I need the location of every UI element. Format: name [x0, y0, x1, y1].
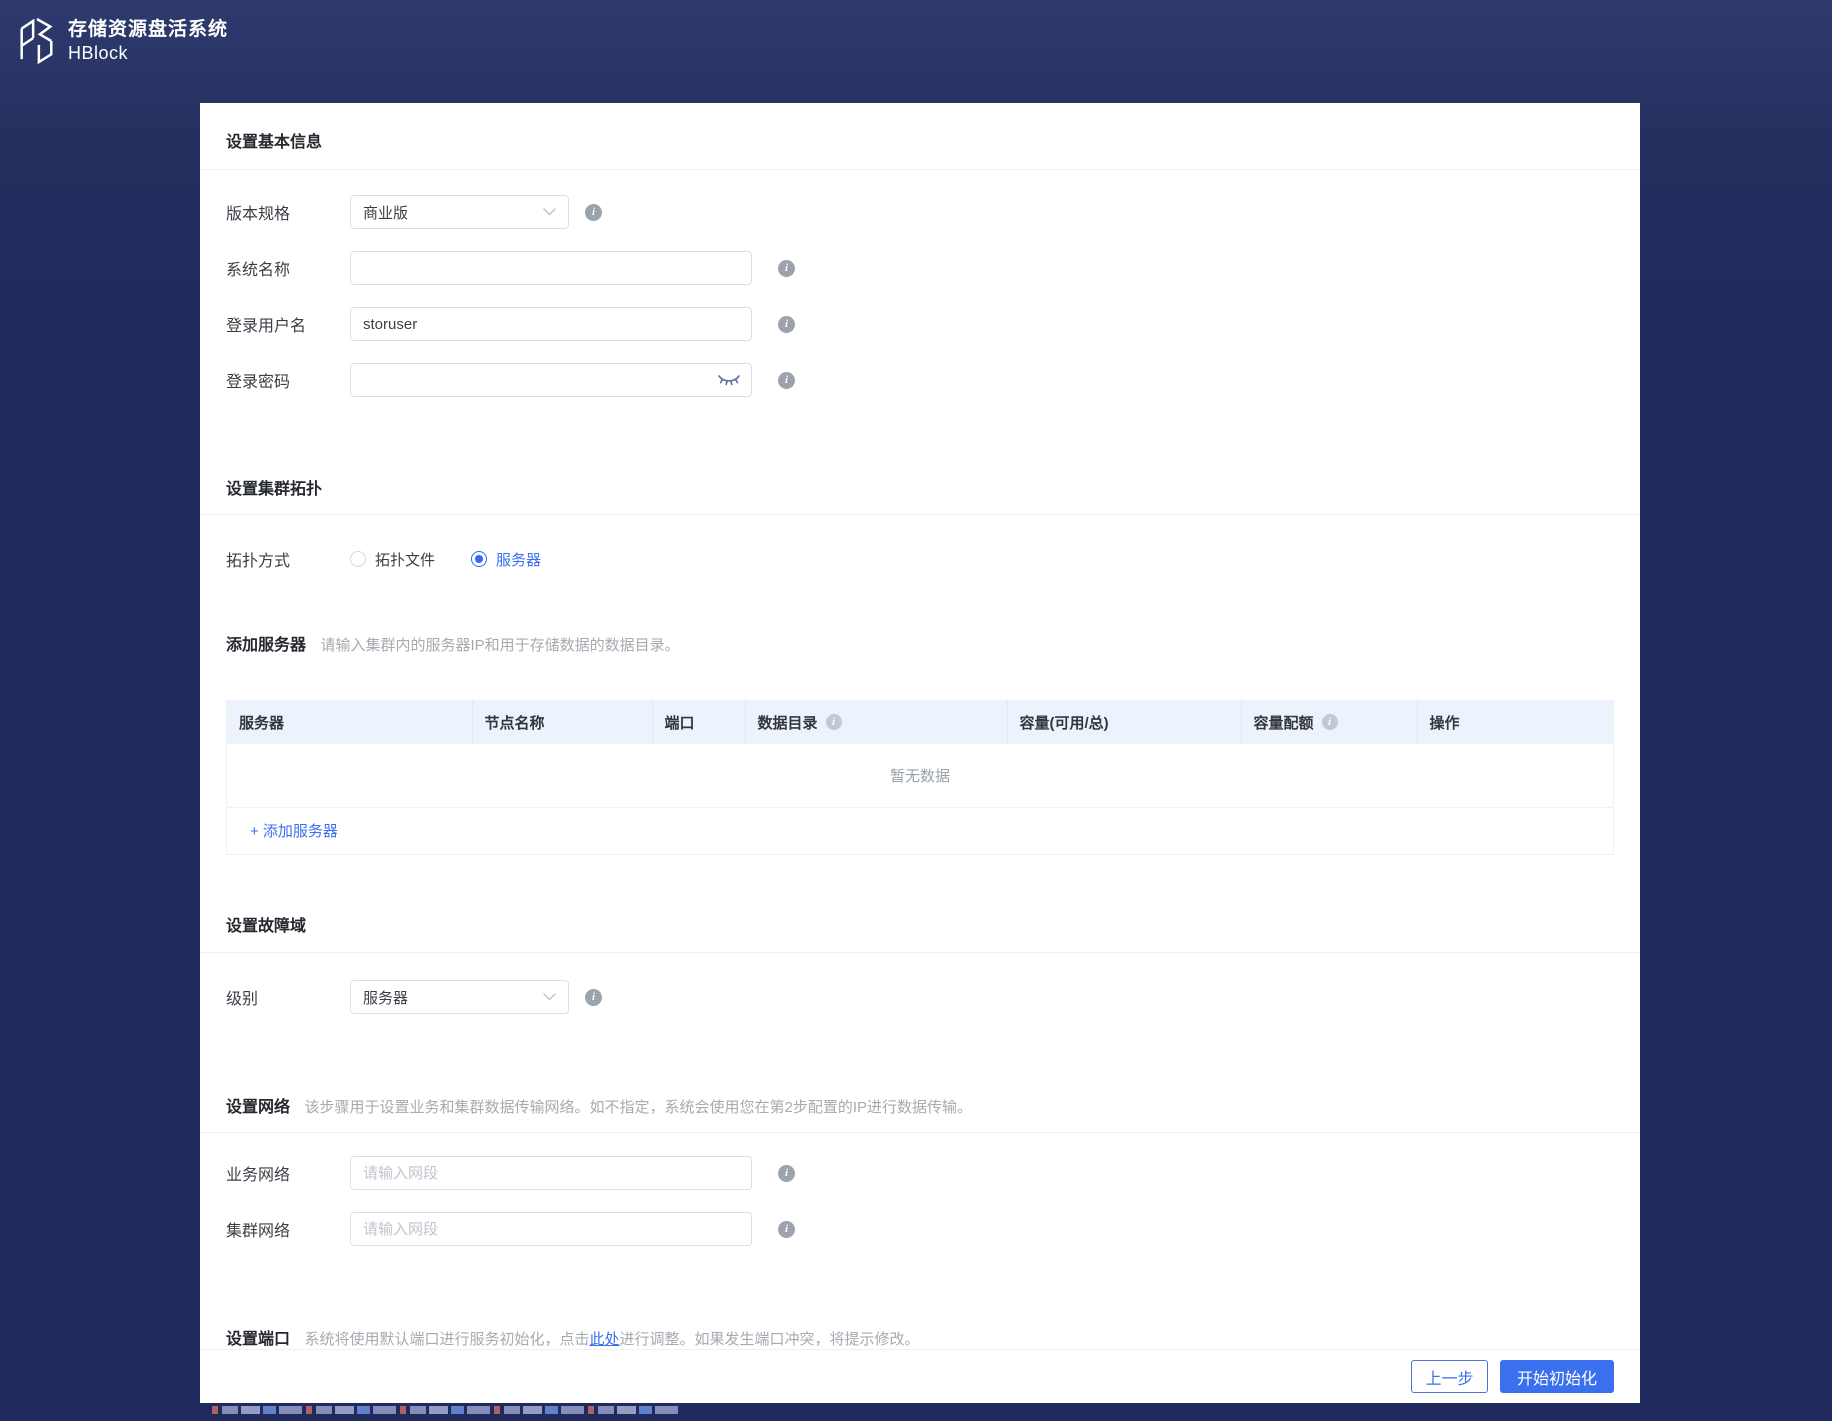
topology-method-radio-group: 拓扑文件 服务器 — [350, 549, 577, 570]
section-title-topology: 设置集群拓扑 — [226, 481, 323, 498]
radio-icon — [350, 551, 366, 567]
radio-topology-file-label: 拓扑文件 — [375, 551, 436, 569]
col-data-dir: 数据目录 i — [744, 700, 1007, 744]
setup-form-card: 设置基本信息 版本规格 商业版 i 系统名称 i 登录用户名 i 登录密码 — [200, 103, 1640, 1403]
version-spec-value: 商业版 — [363, 204, 409, 222]
row-login-username: 登录用户名 i — [226, 307, 1640, 341]
topology-method-label: 拓扑方式 — [226, 553, 291, 570]
row-system-name: 系统名称 i — [226, 251, 1640, 285]
app-title: 存储资源盘活系统 — [68, 19, 229, 40]
info-icon[interactable]: i — [585, 988, 602, 1006]
cluster-network-input[interactable] — [350, 1212, 752, 1246]
login-password-input[interactable] — [350, 363, 752, 397]
add-server-hint: 请输入集群内的服务器IP和用于存储数据的数据目录。 — [320, 637, 680, 654]
info-icon[interactable]: i — [778, 315, 795, 333]
info-icon[interactable]: i — [585, 203, 602, 221]
radio-selected-icon — [471, 551, 488, 567]
server-table-header-row: 服务器 节点名称 端口 数据目录 i 容量(可用/总) 容量配额 i 操作 — [227, 700, 1613, 744]
version-spec-select[interactable]: 商业版 — [350, 195, 569, 229]
login-username-input[interactable] — [350, 307, 752, 341]
app-header: 存储资源盘活系统 HBlock — [0, 0, 1832, 96]
row-login-password: 登录密码 i — [226, 363, 1640, 397]
col-node-name: 节点名称 — [471, 700, 652, 744]
ports-hint: 系统将使用默认端口进行服务初始化，点击此处进行调整。如果发生端口冲突，将提示修改… — [304, 1331, 920, 1348]
radio-server[interactable]: 服务器 — [471, 549, 541, 570]
info-icon[interactable]: i — [778, 371, 795, 389]
adjust-ports-link[interactable]: 此处 — [589, 1331, 620, 1348]
login-username-label: 登录用户名 — [226, 318, 307, 335]
business-network-label: 业务网络 — [226, 1167, 291, 1184]
previous-step-button[interactable]: 上一步 — [1410, 1360, 1488, 1393]
row-topology-method: 拓扑方式 拓扑文件 服务器 — [226, 542, 1640, 576]
row-cluster-network: 集群网络 i — [226, 1212, 1640, 1246]
section-basic-info: 设置基本信息 — [200, 103, 1640, 170]
cluster-network-label: 集群网络 — [226, 1223, 291, 1240]
network-hint: 该步骤用于设置业务和集群数据传输网络。如不指定，系统会使用您在第2步配置的IP进… — [304, 1099, 972, 1116]
clipped-notice — [212, 1406, 682, 1414]
add-server-header: 添加服务器 请输入集群内的服务器IP和用于存储数据的数据目录。 — [226, 631, 1614, 655]
info-icon[interactable]: i — [778, 259, 795, 277]
section-title-network: 设置网络 — [226, 1099, 291, 1116]
section-title-basic: 设置基本信息 — [226, 134, 323, 151]
app-subtitle: HBlock — [68, 43, 129, 63]
info-icon[interactable]: i — [778, 1220, 795, 1238]
info-icon[interactable]: i — [778, 1164, 795, 1182]
business-network-input[interactable] — [350, 1156, 752, 1190]
row-version-spec: 版本规格 商业版 i — [226, 195, 1640, 229]
empty-state-text: 暂无数据 — [227, 744, 1613, 808]
section-title-ports: 设置端口 — [226, 1331, 291, 1348]
add-server-row: + 添加服务器 — [227, 807, 1613, 854]
hblock-logo-icon — [20, 17, 53, 65]
section-cluster-topology: 设置集群拓扑 — [200, 419, 1640, 515]
login-password-label: 登录密码 — [226, 374, 291, 391]
col-capacity: 容量(可用/总) — [1006, 700, 1241, 744]
section-network: 设置网络 该步骤用于设置业务和集群数据传输网络。如不指定，系统会使用您在第2步配… — [200, 1036, 1640, 1133]
col-capacity-quota: 容量配额 i — [1240, 700, 1417, 744]
add-server-link[interactable]: + 添加服务器 — [250, 823, 338, 841]
row-fault-level: 级别 服务器 i — [226, 980, 1640, 1014]
start-initialization-button[interactable]: 开始初始化 — [1499, 1360, 1614, 1393]
add-server-title: 添加服务器 — [226, 637, 307, 654]
system-name-label: 系统名称 — [226, 262, 291, 279]
empty-state-row: 暂无数据 — [227, 744, 1613, 808]
system-name-input[interactable] — [350, 251, 752, 285]
version-spec-label: 版本规格 — [226, 206, 291, 223]
fault-level-select[interactable]: 服务器 — [350, 980, 569, 1014]
info-icon[interactable]: i — [1321, 714, 1338, 730]
form-footer: 上一步 开始初始化 — [200, 1349, 1640, 1403]
col-actions: 操作 — [1416, 700, 1613, 744]
info-icon[interactable]: i — [825, 714, 842, 730]
col-server: 服务器 — [227, 700, 472, 744]
chevron-down-icon — [543, 993, 556, 1001]
radio-server-label: 服务器 — [496, 551, 542, 569]
radio-topology-file[interactable]: 拓扑文件 — [350, 549, 435, 570]
section-fault-domain: 设置故障域 — [200, 855, 1640, 953]
eye-closed-icon[interactable] — [718, 374, 740, 387]
col-port: 端口 — [651, 700, 745, 744]
fault-level-value: 服务器 — [363, 989, 409, 1007]
server-table: 服务器 节点名称 端口 数据目录 i 容量(可用/总) 容量配额 i 操作 暂无数据… — [226, 700, 1614, 855]
row-business-network: 业务网络 i — [226, 1156, 1640, 1190]
chevron-down-icon — [543, 208, 556, 216]
section-title-fault-domain: 设置故障域 — [226, 918, 307, 935]
fault-level-label: 级别 — [226, 991, 259, 1008]
